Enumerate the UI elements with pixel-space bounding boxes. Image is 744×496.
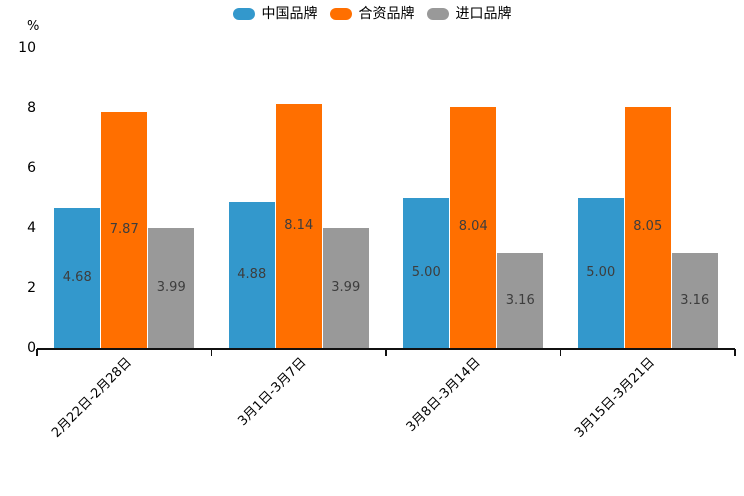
legend-item: 合资品牌 <box>329 6 415 22</box>
x-axis-tick <box>385 349 387 356</box>
bar-series3-group3 <box>497 253 544 348</box>
x-axis-category-label: 3月15日-3月21日 <box>572 355 659 441</box>
bar-series2-group3 <box>450 106 497 348</box>
x-axis-category-label: 2月22日-2月28日 <box>49 355 135 441</box>
bar-series1-group3 <box>403 198 450 348</box>
legend: 中国品牌 合资品牌 进口品牌 <box>0 6 744 22</box>
bar-series3-group2 <box>322 228 369 348</box>
bar-series3-group1 <box>148 228 195 348</box>
bar-value-label: 3.16 <box>680 292 710 308</box>
bar-value-label: 5.00 <box>586 265 616 280</box>
x-axis-tick <box>36 349 38 356</box>
bar-value-label: 3.16 <box>505 292 535 308</box>
legend-item: 进口品牌 <box>426 6 512 22</box>
x-axis-tick <box>210 349 213 356</box>
y-axis-tick-label: 2 <box>27 280 36 296</box>
bar-series2-group1 <box>101 111 148 348</box>
x-axis-tick <box>734 349 736 356</box>
bar-series2-group4 <box>624 106 671 348</box>
legend-swatch-icon <box>329 8 352 20</box>
legend-item: 中国品牌 <box>232 6 318 22</box>
x-axis-category-label: 3月1日-3月7日 <box>235 355 310 430</box>
y-axis-tick-label: 6 <box>27 160 36 176</box>
bar-value-label: 8.04 <box>458 219 488 235</box>
bar-value-label: 8.05 <box>633 219 663 235</box>
legend-label: 中国品牌 <box>261 6 318 22</box>
legend-label: 合资品牌 <box>358 6 415 22</box>
y-axis-tick-label: 4 <box>27 220 36 236</box>
bar-value-label: 8.14 <box>284 217 314 233</box>
bar-series1-group2 <box>228 201 275 348</box>
bar-series2-group2 <box>275 103 322 348</box>
bar-value-label: 3.99 <box>331 280 361 296</box>
bar-series1-group1 <box>54 207 101 348</box>
bar-series3-group4 <box>671 253 718 348</box>
legend-swatch-icon <box>426 8 449 20</box>
x-axis-tick <box>559 349 562 356</box>
bar-value-label: 7.87 <box>109 221 139 237</box>
y-axis-unit-label: % <box>27 19 40 34</box>
x-axis-category-label: 3月8日-3月14日 <box>403 355 484 435</box>
bar-value-label: 5.00 <box>411 265 441 280</box>
bar-value-label: 4.88 <box>237 266 267 282</box>
bar-value-label: 4.68 <box>62 269 92 285</box>
y-axis-tick-label: 8 <box>27 100 36 116</box>
bar-series1-group4 <box>577 198 624 348</box>
y-axis-tick-label: 10 <box>18 40 36 56</box>
bar-value-label: 3.99 <box>156 280 186 296</box>
legend-swatch-icon <box>232 8 255 20</box>
legend-label: 进口品牌 <box>455 6 512 22</box>
y-axis-tick-label: 0 <box>27 340 36 356</box>
